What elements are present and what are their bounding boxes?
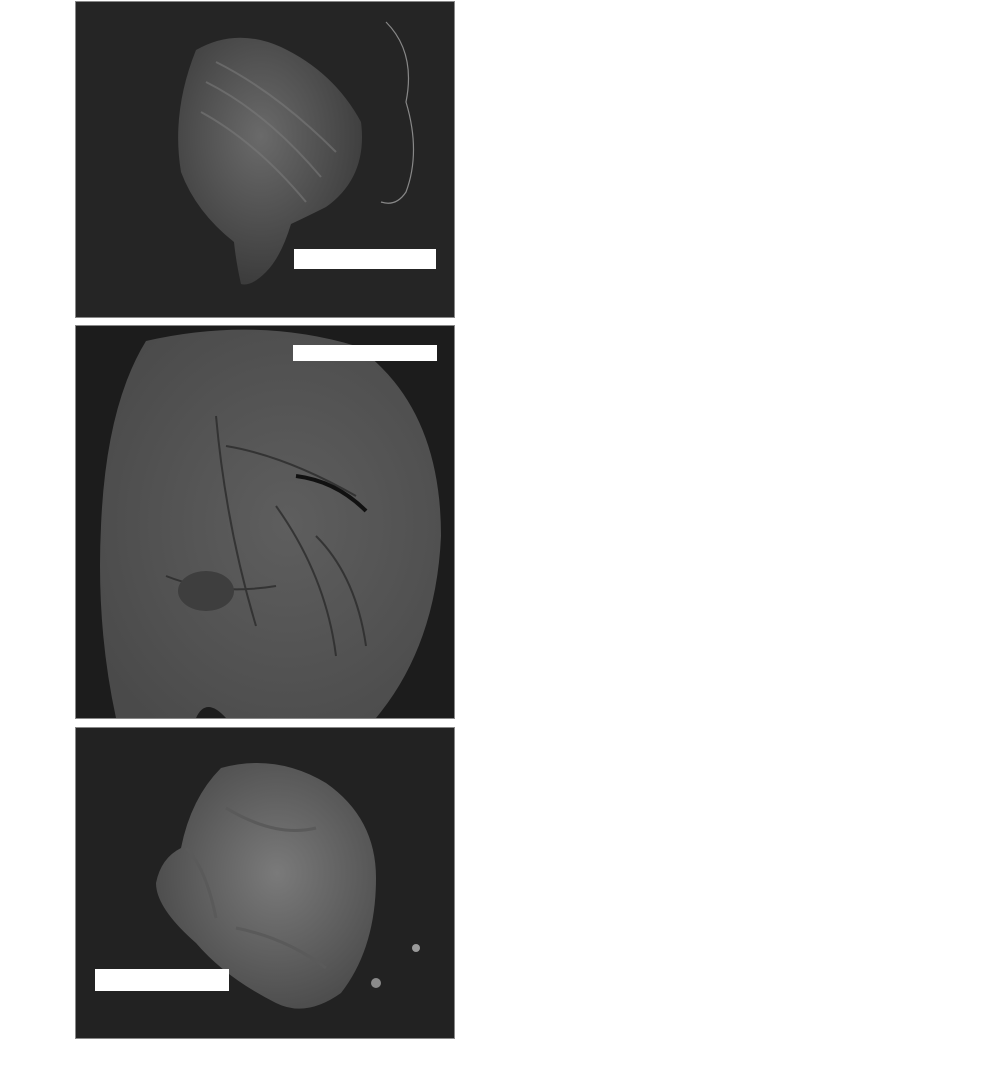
particle-c-shape <box>156 763 420 1009</box>
particle-a-shape <box>178 21 415 285</box>
particle-b-shape <box>100 329 441 718</box>
sem-image-c <box>75 727 455 1039</box>
scale-bar-a <box>294 249 436 269</box>
sem-image-b <box>75 325 455 719</box>
scale-bar-c <box>95 969 229 991</box>
scale-bar-b <box>293 345 437 361</box>
sem-image-a <box>75 1 455 318</box>
